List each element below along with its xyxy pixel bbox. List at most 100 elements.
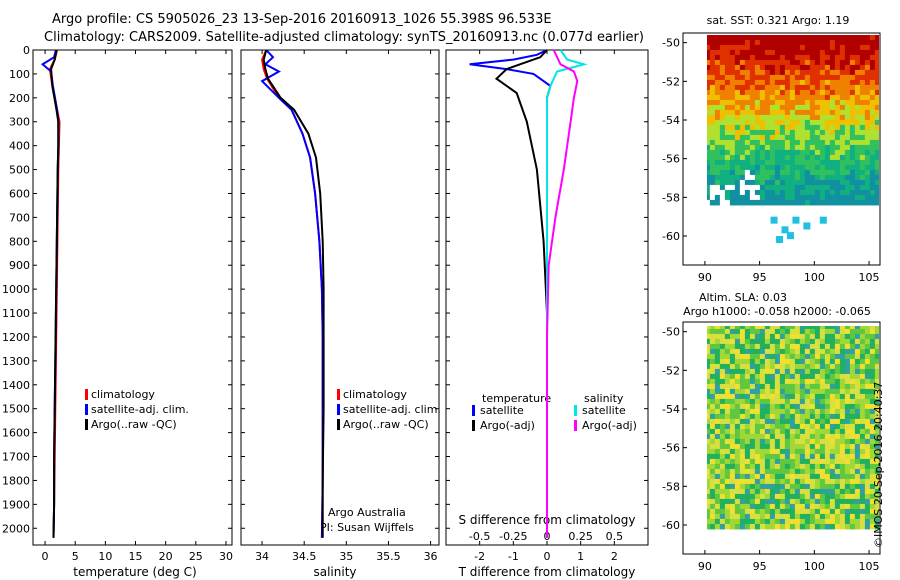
sla-cell <box>739 508 746 515</box>
sla-cell <box>854 408 861 415</box>
sla-map-frame <box>682 321 881 555</box>
sst-cell <box>809 124 816 131</box>
sla-cell <box>779 508 786 515</box>
sla-cell <box>869 503 876 510</box>
sst-cell <box>874 44 879 51</box>
sla-cell <box>869 498 876 505</box>
sla-cell <box>744 498 751 505</box>
sla-cell <box>759 343 766 350</box>
sst-cell <box>794 74 801 81</box>
sla-cell <box>769 368 776 375</box>
sla-cell <box>769 438 776 445</box>
sla-cell <box>734 508 741 515</box>
sst-cell <box>709 164 716 171</box>
sla-cell <box>744 428 751 435</box>
sst-cell <box>779 199 786 206</box>
sst-cell <box>734 114 741 121</box>
sst-cell <box>849 129 856 136</box>
sst-cell <box>819 84 826 91</box>
sla-cell <box>824 403 831 410</box>
sst-cell <box>784 129 791 136</box>
sst-cell <box>819 149 826 156</box>
sst-cell <box>849 144 856 151</box>
sst-cell <box>724 99 731 106</box>
sla-cell <box>864 428 871 435</box>
sla-cell <box>874 523 879 530</box>
sla-cell <box>709 508 716 515</box>
temperature-xtick-label: 10 <box>98 550 112 563</box>
sla-cell <box>794 403 801 410</box>
sla-cell <box>864 368 871 375</box>
sla-cell <box>749 488 756 495</box>
sla-cell <box>707 473 711 480</box>
sla-cell <box>719 473 726 480</box>
sst-cell <box>759 109 766 116</box>
sla-cell <box>709 503 716 510</box>
sla-cell <box>709 523 716 530</box>
sst-cell <box>769 35 776 41</box>
sla-cell <box>744 393 751 400</box>
sla-cell <box>854 358 861 365</box>
sst-cell <box>869 119 876 126</box>
difference-series-argo--adj- <box>546 49 579 538</box>
sla-cell <box>754 523 761 530</box>
sla-cell <box>774 353 781 360</box>
sst-cell <box>779 59 786 66</box>
sst-cell <box>839 69 846 76</box>
sla-cell <box>764 363 771 370</box>
sst-cell <box>707 184 711 191</box>
sla-cell <box>854 468 861 475</box>
sla-cell <box>779 408 786 415</box>
sla-cell <box>764 468 771 475</box>
sla-cell <box>754 493 761 500</box>
sst-cell <box>734 139 741 146</box>
sst-cell <box>729 104 736 111</box>
sst-cell <box>854 79 861 86</box>
sla-cell <box>774 448 781 455</box>
sst-cell <box>849 109 856 116</box>
sla-cell <box>749 418 756 425</box>
sst-cell <box>781 226 789 234</box>
sla-cell <box>764 473 771 480</box>
sla-map-title-line-2: Argo h1000: -0.058 h2000: -0.065 <box>683 305 871 318</box>
sla-cell <box>779 368 786 375</box>
sla-cell <box>707 483 711 490</box>
salinity-difference-tick-label: 0.5 <box>606 530 624 543</box>
sst-cell <box>764 189 771 196</box>
sla-cell <box>754 403 761 410</box>
sst-cell <box>707 194 711 201</box>
sst-cell <box>779 154 786 161</box>
sla-cell <box>864 383 871 390</box>
sst-cell <box>859 129 866 136</box>
sst-cell <box>709 59 716 66</box>
sst-cell <box>749 129 756 136</box>
sla-cell <box>764 338 771 345</box>
sla-cell <box>839 503 846 510</box>
sla-cell <box>824 478 831 485</box>
sst-cell <box>819 74 826 81</box>
sla-cell <box>749 343 756 350</box>
sla-cell <box>769 518 776 525</box>
sla-cell <box>799 448 806 455</box>
depth-tick-label: 800 <box>9 235 30 248</box>
sla-cell <box>874 448 879 455</box>
sst-cell <box>714 114 721 121</box>
sst-cell <box>749 164 756 171</box>
sla-cell <box>709 478 716 485</box>
sla-cell <box>749 433 756 440</box>
sla-cell <box>839 478 846 485</box>
sst-cell <box>829 89 836 96</box>
sla-cell <box>784 373 791 380</box>
sla-cell <box>859 328 866 335</box>
sst-cell <box>719 169 726 176</box>
sla-cell <box>709 518 716 525</box>
sla-cell <box>764 488 771 495</box>
sla-cell <box>869 353 876 360</box>
sla-map-ytick-label: -50 <box>662 326 680 339</box>
sst-cell <box>854 35 861 41</box>
sla-cell <box>849 508 856 515</box>
sla-cell <box>709 438 716 445</box>
sla-cell <box>769 483 776 490</box>
sst-cell <box>844 164 851 171</box>
sla-cell <box>729 468 736 475</box>
